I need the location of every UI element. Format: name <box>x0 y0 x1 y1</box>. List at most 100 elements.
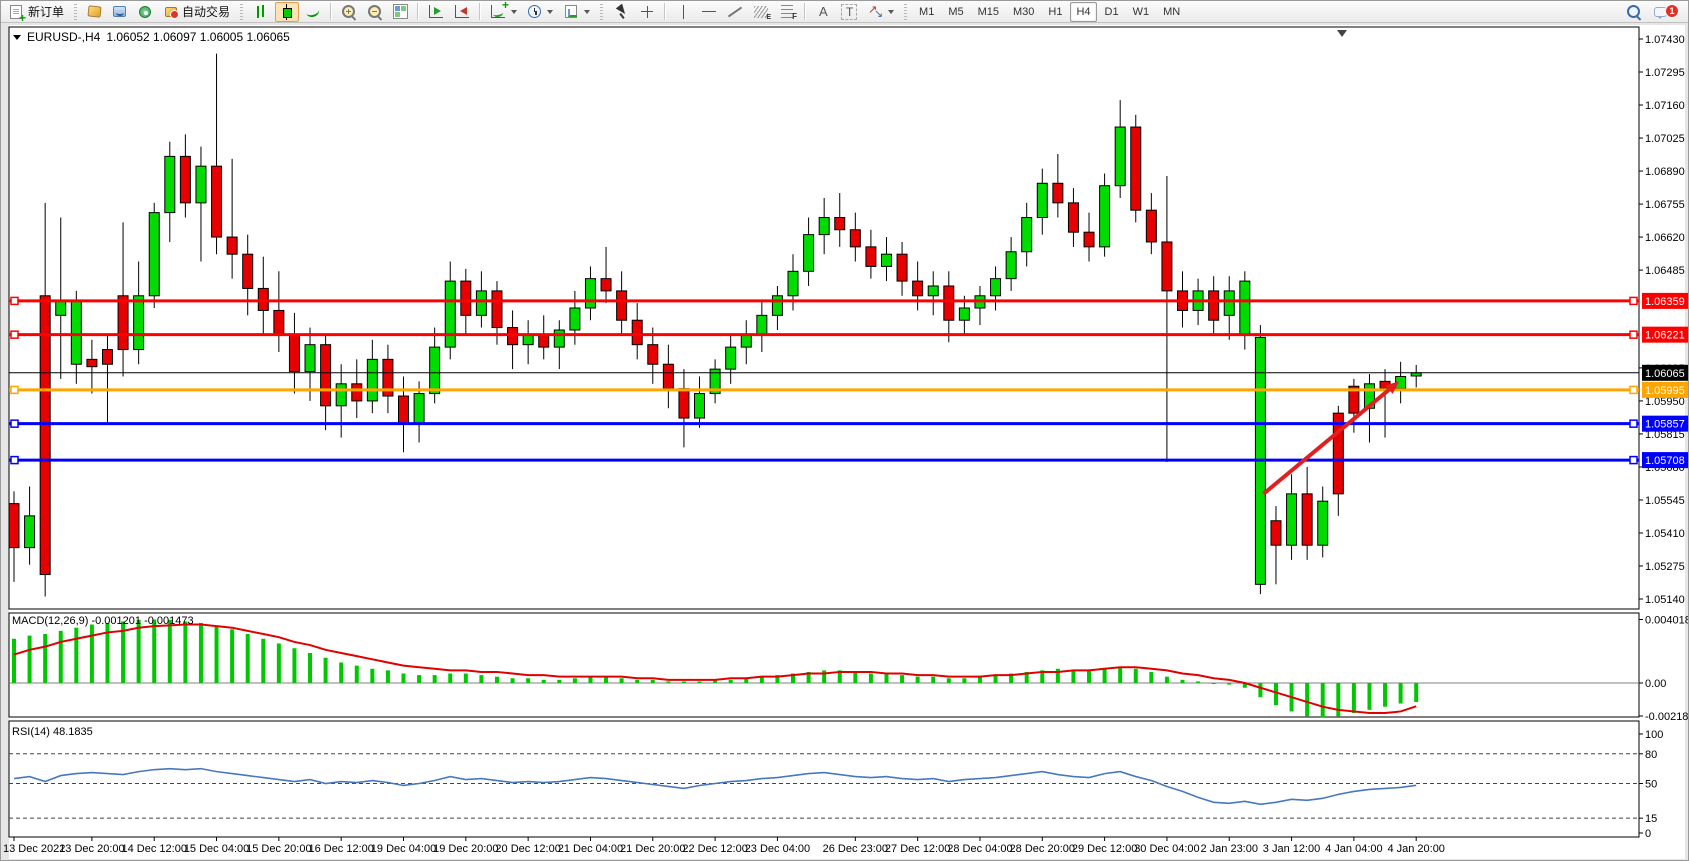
signals-button[interactable] <box>108 2 131 22</box>
horizontal-line[interactable]: 1.06221 <box>9 326 1688 343</box>
main-panel[interactable] <box>8 26 1640 610</box>
candle[interactable] <box>335 364 347 438</box>
market-button[interactable] <box>83 2 106 22</box>
candle[interactable] <box>1286 474 1298 560</box>
zoom-out-button[interactable] <box>363 2 387 22</box>
candle[interactable] <box>553 320 565 370</box>
tile-windows-button[interactable] <box>389 2 412 22</box>
candle[interactable] <box>600 246 612 304</box>
channel-button[interactable] <box>749 2 773 22</box>
trendline-button[interactable] <box>723 2 747 22</box>
candle[interactable] <box>148 202 160 308</box>
timeframe-mn[interactable]: MN <box>1157 2 1186 22</box>
timeframe-h4[interactable]: H4 <box>1070 1 1097 22</box>
candle[interactable] <box>1301 466 1313 560</box>
indicators-button[interactable] <box>486 1 521 22</box>
candle[interactable] <box>8 491 20 582</box>
candle[interactable] <box>164 141 176 242</box>
candle[interactable] <box>1161 175 1173 463</box>
candle[interactable] <box>1223 276 1235 340</box>
candle[interactable] <box>709 359 721 404</box>
auto-scroll-button[interactable] <box>424 2 448 22</box>
candle[interactable] <box>616 271 628 335</box>
autotrading-button[interactable]: 自动交易 <box>159 2 234 22</box>
candle[interactable] <box>849 212 861 262</box>
candle[interactable] <box>1114 100 1126 198</box>
candle[interactable] <box>1067 188 1079 247</box>
crosshair-button[interactable] <box>635 2 659 22</box>
candle[interactable] <box>382 344 394 414</box>
bar-chart-button[interactable] <box>249 2 273 22</box>
candle[interactable] <box>1317 486 1329 558</box>
candle[interactable] <box>1208 276 1220 335</box>
candle[interactable] <box>725 334 737 384</box>
candle[interactable] <box>927 271 939 316</box>
vertical-line-button[interactable] <box>671 2 695 22</box>
candle[interactable] <box>226 158 238 279</box>
candle[interactable] <box>1083 212 1095 262</box>
candle[interactable] <box>1036 168 1048 235</box>
candle[interactable] <box>1270 506 1282 585</box>
fibonacci-button[interactable] <box>775 2 799 22</box>
horizontal-line[interactable]: 1.05995 <box>9 381 1688 398</box>
candle[interactable] <box>834 193 846 247</box>
candle[interactable] <box>1021 202 1033 267</box>
candle[interactable] <box>444 261 456 360</box>
candle[interactable] <box>647 327 659 384</box>
candle[interactable] <box>366 339 378 414</box>
candle[interactable] <box>694 376 706 428</box>
candle[interactable] <box>320 334 332 431</box>
candle-chart-button[interactable] <box>275 1 300 22</box>
text-button[interactable] <box>811 2 835 22</box>
notifications-button[interactable]: 1 <box>1648 2 1679 22</box>
candle[interactable] <box>1130 114 1142 223</box>
horizontal-line[interactable]: 1.06359 <box>9 292 1688 309</box>
label-button[interactable] <box>837 2 861 22</box>
candle[interactable] <box>880 237 892 282</box>
new-order-button[interactable]: 新订单 <box>5 2 68 24</box>
cursor-button[interactable] <box>609 2 633 22</box>
templates-button[interactable] <box>559 2 594 22</box>
candle[interactable] <box>195 146 207 262</box>
symbol-dropdown-icon[interactable] <box>13 34 21 40</box>
candle[interactable] <box>631 303 643 360</box>
price-chart-canvas[interactable]: 1.07430 1.07295 1.07160 1.07025 1.06890 1.067… <box>1 23 1689 861</box>
timeframe-m5[interactable]: M5 <box>942 2 969 22</box>
periods-button[interactable] <box>523 2 557 22</box>
candle[interactable] <box>24 486 36 565</box>
timeframe-d1[interactable]: D1 <box>1099 2 1125 22</box>
candle[interactable] <box>865 229 877 279</box>
timeframe-m1[interactable]: M1 <box>913 2 940 22</box>
timeframe-m15[interactable]: M15 <box>972 2 1005 22</box>
candle[interactable] <box>1145 193 1157 255</box>
macd-panel[interactable] <box>8 612 1640 718</box>
candle[interactable] <box>86 339 98 394</box>
candle[interactable] <box>179 134 191 218</box>
horizontal-line[interactable]: 1.05708 <box>9 452 1688 469</box>
chart-shift-button[interactable] <box>450 2 474 22</box>
candle[interactable] <box>990 266 1002 311</box>
community-button[interactable] <box>133 2 157 22</box>
timeframe-h1[interactable]: H1 <box>1042 2 1068 22</box>
arrows-button[interactable] <box>863 2 898 22</box>
candle[interactable] <box>1052 153 1064 218</box>
candle[interactable] <box>818 197 830 255</box>
candle[interactable] <box>101 334 113 423</box>
search-button[interactable] <box>1622 2 1646 22</box>
trend-arrow[interactable] <box>1262 381 1400 496</box>
chart-shift-marker[interactable] <box>1337 30 1347 37</box>
timeframe-w1[interactable]: W1 <box>1127 2 1156 22</box>
candle[interactable] <box>771 285 783 331</box>
zoom-in-button[interactable] <box>337 2 361 22</box>
candle[interactable] <box>39 202 51 597</box>
candle[interactable] <box>1099 173 1111 257</box>
rsi-panel[interactable] <box>8 720 1640 838</box>
candle[interactable] <box>896 241 908 296</box>
candle[interactable] <box>133 261 145 365</box>
candle[interactable] <box>1005 237 1017 291</box>
candle[interactable] <box>584 266 596 321</box>
candle[interactable] <box>943 271 955 343</box>
timeframe-m30[interactable]: M30 <box>1007 2 1040 22</box>
candle[interactable] <box>211 53 223 255</box>
line-chart-button[interactable] <box>301 2 325 22</box>
